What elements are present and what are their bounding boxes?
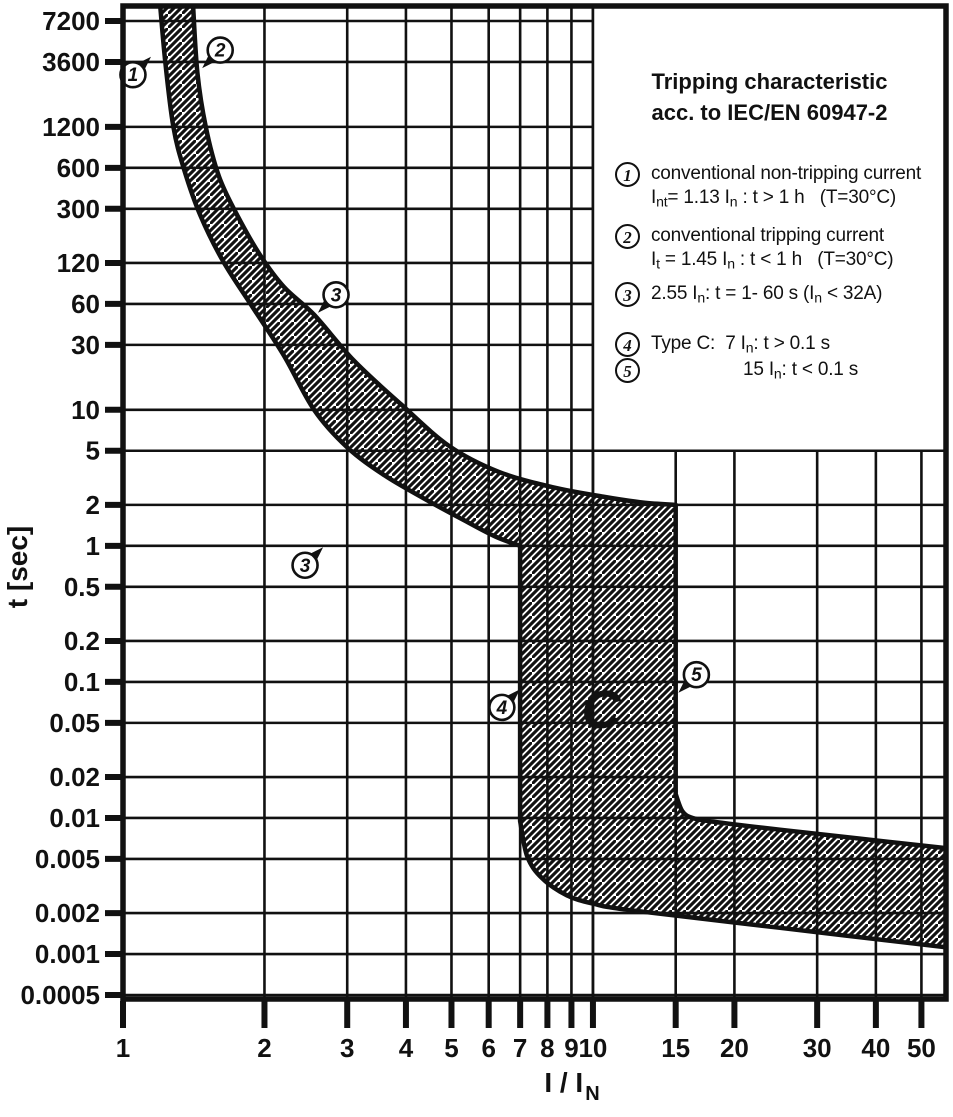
x-tick-label: 9	[564, 1033, 578, 1063]
y-tick-label: 0.05	[49, 708, 100, 738]
y-tick-label: 3600	[42, 47, 100, 77]
y-tick-label: 10	[71, 395, 100, 425]
legend-backdrop	[592, 6, 946, 451]
y-tick-label: 0.001	[35, 939, 100, 969]
x-tick-label: 8	[540, 1033, 554, 1063]
annotation-number: 1	[128, 65, 139, 86]
annotation-3: 3	[291, 547, 324, 580]
annotation-number: 4	[496, 698, 508, 719]
y-tick-label: 30	[71, 330, 100, 360]
annotation-circle	[488, 693, 516, 722]
y-tick-label: 0.02	[49, 762, 100, 792]
y-tick-label: 0.005	[35, 844, 100, 874]
y-axis-title: t [sec]	[2, 526, 33, 608]
y-tick-label: 0.5	[64, 572, 100, 602]
y-tick-label: 300	[57, 194, 100, 224]
annotation-circle	[682, 660, 711, 689]
annotation-circle	[206, 36, 234, 64]
x-tick-label: 50	[907, 1033, 936, 1063]
y-axis-ticks: 7200 3600 1200 600 300 120 60 30 10 5 2 1 0.5 0.2 0.1 0…	[20, 6, 122, 1010]
x-tick-label: 6	[481, 1033, 495, 1063]
x-tick-label: 15	[661, 1033, 690, 1063]
y-tick-label: 5	[86, 436, 100, 466]
annotation-circle	[322, 280, 350, 309]
x-tick-label: 4	[399, 1033, 414, 1063]
annotation-2: 2	[202, 36, 234, 69]
annotation-3: 3	[318, 280, 350, 313]
annotation-number: 3	[300, 556, 311, 577]
y-tick-label: 0.01	[49, 803, 100, 833]
x-tick-label: 7	[513, 1033, 527, 1063]
x-tick-label: 40	[861, 1033, 890, 1063]
x-tick-label: 20	[720, 1033, 749, 1063]
y-tick-label: 1200	[42, 112, 100, 142]
x-tick-label: 5	[444, 1033, 458, 1063]
y-tick-label: 0.2	[64, 626, 100, 656]
y-tick-label: 0.0005	[20, 980, 100, 1010]
plot-annotations: 1 2 3 3 4 5	[119, 36, 711, 722]
y-tick-label: 2	[86, 490, 100, 520]
x-tick-label: 30	[803, 1033, 832, 1063]
annotation-4: 4	[488, 689, 520, 722]
x-tick-label: 10	[578, 1033, 607, 1063]
annotation-number: 5	[691, 665, 702, 686]
x-tick-label: 2	[257, 1033, 271, 1063]
plot-frame	[120, 3, 949, 1002]
x-tick-label: 3	[340, 1033, 354, 1063]
y-tick-label: 600	[57, 153, 100, 183]
y-tick-label: 1	[86, 531, 100, 561]
y-tick-label: 7200	[42, 6, 100, 36]
tripping-band	[157, 6, 946, 950]
annotation-number: 3	[331, 285, 342, 306]
x-axis-ticks: 1 2 3 4 5 6 7 8 9 10 15 20 30 40 50	[116, 1001, 936, 1063]
x-tick-label: 1	[116, 1033, 130, 1063]
y-tick-label: 0.1	[64, 667, 100, 697]
annotation-number: 2	[214, 41, 226, 62]
y-tick-label: 120	[57, 248, 100, 278]
y-tick-label: 0.002	[35, 898, 100, 928]
annotation-5: 5	[678, 660, 711, 693]
region-label-C: C	[581, 680, 621, 740]
annotation-circle	[291, 551, 319, 580]
y-tick-label: 60	[71, 289, 100, 319]
